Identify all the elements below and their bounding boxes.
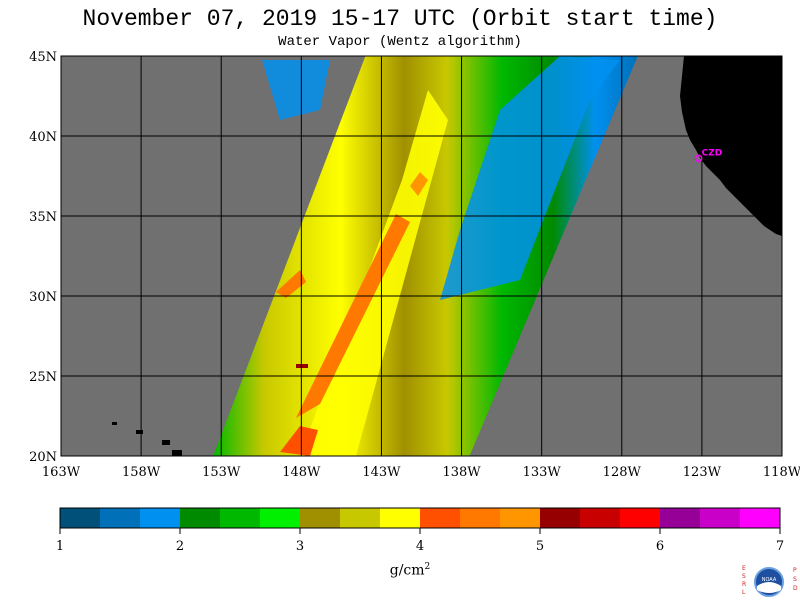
x-tick-label: 158W — [122, 465, 161, 480]
x-tick-label: 163W — [42, 465, 81, 480]
logo-letter-left: L — [742, 589, 746, 596]
logo-letter-left: S — [742, 573, 746, 580]
colorbar-swatch — [420, 508, 460, 528]
x-tick-label: 153W — [202, 465, 241, 480]
moisture-patch-orange-3 — [276, 270, 306, 298]
colorbar-swatch — [620, 508, 660, 528]
colorbar-swatch — [660, 508, 700, 528]
island-hawaii — [172, 450, 182, 456]
logo-letter-right: S — [793, 576, 797, 583]
colorbar-swatch — [300, 508, 340, 528]
logo-letter-right: D — [793, 585, 798, 592]
colorbar-swatch — [260, 508, 300, 528]
page-title: November 07, 2019 15-17 UTC (Orbit start… — [82, 6, 718, 32]
x-tick-label: 148W — [282, 465, 321, 480]
x-tick-label: 133W — [523, 465, 562, 480]
dry-region-blue — [440, 56, 620, 300]
colorbar-tick-labels: 1 2 3 4 5 6 7 — [56, 528, 784, 554]
y-tick-label: 45N — [29, 50, 57, 65]
colorbar-tick-label: 3 — [296, 539, 304, 554]
logo-letter-right: P — [793, 567, 797, 574]
x-tick-label: 138W — [442, 465, 481, 480]
logo-letter-left: R — [742, 581, 746, 588]
small-dark-red-patch — [296, 364, 308, 368]
colorbar-swatch — [380, 508, 420, 528]
colorbar-swatch — [460, 508, 500, 528]
y-tick-label: 40N — [29, 130, 57, 145]
x-tick-label: 118W — [763, 465, 800, 480]
x-tick-label: 123W — [683, 465, 722, 480]
colorbar — [59, 507, 781, 529]
latitude-tick-labels: 20N 25N 30N 35N 40N 45N — [29, 50, 57, 465]
colorbar-tick-label: 5 — [536, 539, 544, 554]
colorbar-swatch — [60, 508, 100, 528]
units-exponent: 2 — [424, 562, 431, 572]
y-tick-label: 20N — [29, 450, 57, 465]
hawaii-islands — [112, 422, 182, 456]
moisture-patch-orange-2 — [280, 426, 318, 456]
colorbar-swatch — [580, 508, 620, 528]
page-subtitle: Water Vapor (Wentz algorithm) — [278, 34, 522, 50]
satellite-swath — [213, 56, 638, 456]
california-landmass — [680, 56, 782, 236]
moisture-patch-orange-4 — [410, 172, 428, 196]
units-base: g/cm — [389, 562, 425, 579]
colorbar-tick-label: 1 — [56, 539, 64, 554]
colorbar-swatch — [500, 508, 540, 528]
colorbar-swatch — [340, 508, 380, 528]
colorbar-swatch — [180, 508, 220, 528]
longitude-tick-labels: 163W 158W 153W 148W 143W 138W 133W 128W 123W 118W — [42, 465, 800, 480]
y-tick-label: 35N — [29, 210, 57, 225]
colorbar-tick-label: 4 — [416, 539, 424, 554]
colorbar-swatch — [740, 508, 780, 528]
logo-wave — [757, 582, 781, 593]
colorbar-swatch — [140, 508, 180, 528]
island-kauai — [112, 422, 117, 425]
colorbar-swatch — [700, 508, 740, 528]
logo-center-text: NOAA — [762, 577, 777, 583]
colorbar-tick-label: 7 — [776, 539, 784, 554]
station-marker-icon — [694, 154, 703, 163]
x-tick-label: 143W — [362, 465, 401, 480]
island-oahu — [136, 430, 143, 434]
y-tick-label: 30N — [29, 290, 57, 305]
colorbar-swatch — [100, 508, 140, 528]
colorbar-tick-label: 6 — [656, 539, 664, 554]
dry-region-blue-north — [262, 60, 330, 120]
colorbar-swatch — [540, 508, 580, 528]
island-maui — [162, 440, 170, 445]
colorbar-units: g/cm2 — [340, 562, 480, 579]
y-tick-label: 25N — [29, 370, 57, 385]
map-frame — [60, 55, 783, 457]
station-label: CZD — [702, 148, 723, 158]
logo-letter-left: E — [742, 565, 746, 572]
colorbar-tick-label: 2 — [176, 539, 184, 554]
x-tick-label: 128W — [603, 465, 642, 480]
colorbar-swatch — [220, 508, 260, 528]
